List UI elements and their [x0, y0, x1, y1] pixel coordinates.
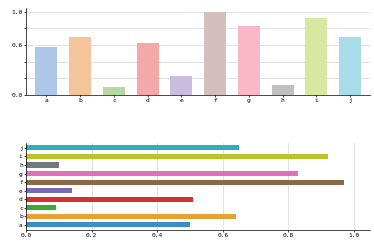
Bar: [339, 36, 361, 95]
Bar: [137, 43, 159, 95]
Bar: [36, 46, 57, 95]
Bar: [26, 205, 56, 210]
Bar: [272, 85, 294, 95]
Bar: [26, 222, 190, 228]
Bar: [171, 76, 192, 95]
Bar: [69, 36, 91, 95]
Bar: [238, 26, 260, 95]
Bar: [26, 162, 59, 168]
Bar: [26, 197, 193, 202]
Bar: [26, 145, 239, 150]
Bar: [26, 154, 328, 159]
Bar: [26, 188, 72, 193]
Bar: [26, 171, 298, 176]
Bar: [103, 87, 125, 95]
Bar: [204, 12, 226, 95]
Bar: [26, 214, 236, 219]
Bar: [305, 18, 327, 95]
Bar: [26, 180, 344, 185]
